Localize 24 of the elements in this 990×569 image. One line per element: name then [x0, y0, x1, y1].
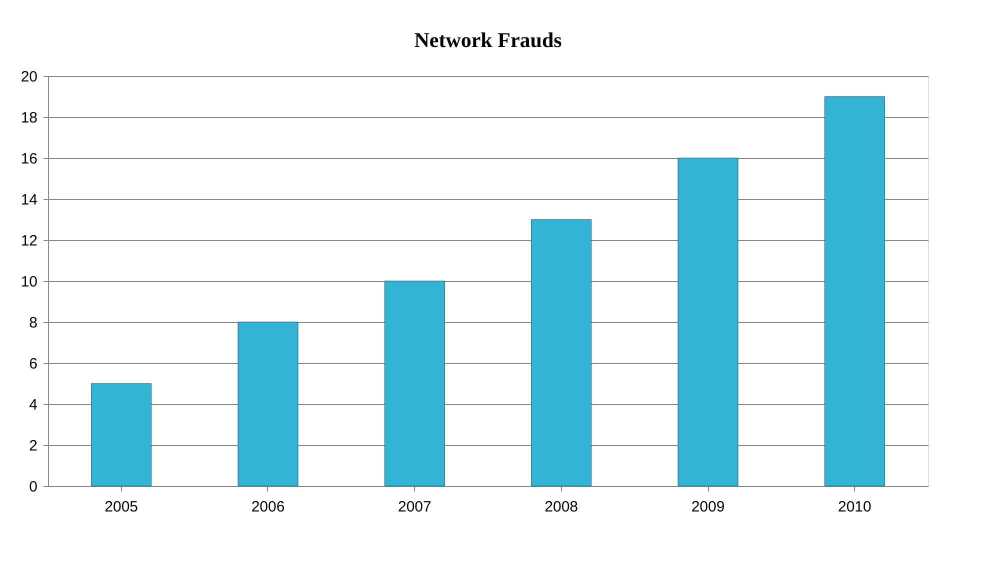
x-tick-label: 2008: [544, 498, 578, 516]
chart-title: Network Frauds: [414, 28, 562, 52]
y-tick-label: 18: [20, 110, 38, 126]
y-tick-label: 10: [20, 274, 38, 290]
x-tick-label: 2007: [398, 498, 432, 516]
y-tick-label: 2: [29, 438, 38, 454]
y-tick-label: 12: [20, 232, 38, 250]
y-tick-label: 16: [20, 150, 38, 168]
y-tick-label: 8: [29, 314, 38, 332]
y-tick-label: 0: [29, 478, 38, 496]
y-tick-label: 14: [20, 192, 38, 208]
bar: [824, 96, 885, 486]
x-tick-label: 2005: [104, 498, 138, 516]
y-tick-label: 4: [29, 396, 38, 414]
x-tick-label: 2006: [251, 498, 285, 516]
bar: [531, 219, 592, 486]
bar: [384, 280, 445, 486]
bar: [91, 383, 152, 486]
bar: [678, 158, 738, 486]
y-tick-label: 6: [29, 356, 38, 372]
x-tick-label: 2009: [691, 498, 725, 516]
bar: [238, 322, 298, 486]
y-tick-label: 20: [20, 68, 38, 86]
x-tick-label: 2010: [838, 498, 872, 516]
